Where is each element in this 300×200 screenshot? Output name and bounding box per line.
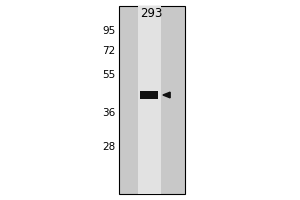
Polygon shape bbox=[163, 92, 170, 98]
Text: 72: 72 bbox=[102, 46, 116, 56]
Bar bbox=[138, 6, 160, 194]
Text: 36: 36 bbox=[102, 108, 116, 118]
Bar bbox=[140, 91, 158, 99]
Text: 293: 293 bbox=[140, 7, 163, 20]
Text: 28: 28 bbox=[102, 142, 116, 152]
Text: 95: 95 bbox=[102, 26, 116, 36]
Bar bbox=[118, 6, 184, 194]
Text: 55: 55 bbox=[102, 70, 116, 80]
